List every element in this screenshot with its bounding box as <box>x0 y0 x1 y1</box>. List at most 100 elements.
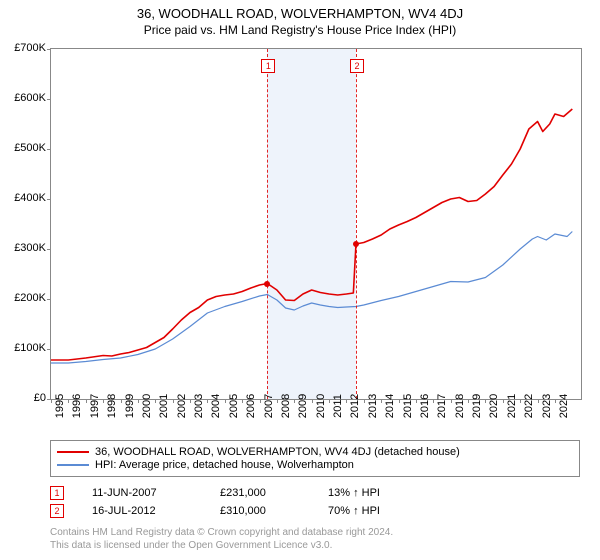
plot-area: 12 <box>50 48 582 400</box>
x-axis-label: 2001 <box>158 394 170 418</box>
copyright-line: Contains HM Land Registry data © Crown c… <box>50 526 393 539</box>
x-axis-label: 2004 <box>210 394 222 418</box>
x-tick <box>503 399 504 403</box>
x-tick <box>190 399 191 403</box>
x-tick <box>364 399 365 403</box>
event-number: 1 <box>50 486 64 500</box>
x-axis-label: 2003 <box>193 394 205 418</box>
x-axis-label: 1997 <box>89 394 101 418</box>
x-tick <box>294 399 295 403</box>
x-axis-label: 2010 <box>315 394 327 418</box>
x-tick <box>121 399 122 403</box>
y-tick <box>47 99 51 100</box>
x-tick <box>538 399 539 403</box>
y-tick <box>47 249 51 250</box>
x-tick <box>173 399 174 403</box>
x-axis-label: 2024 <box>558 394 570 418</box>
x-axis-label: 2000 <box>141 394 153 418</box>
y-tick <box>47 299 51 300</box>
x-axis-label: 2014 <box>384 394 396 418</box>
y-axis-label: £400K <box>0 192 46 204</box>
x-tick <box>520 399 521 403</box>
event-price: £310,000 <box>220 505 300 517</box>
x-tick <box>329 399 330 403</box>
x-tick <box>68 399 69 403</box>
y-tick <box>47 199 51 200</box>
x-tick <box>86 399 87 403</box>
x-tick <box>225 399 226 403</box>
event-date: 11-JUN-2007 <box>92 487 192 499</box>
event-date: 16-JUL-2012 <box>92 505 192 517</box>
copyright: Contains HM Land Registry data © Crown c… <box>50 526 393 552</box>
x-tick <box>260 399 261 403</box>
y-axis-label: £200K <box>0 292 46 304</box>
x-tick <box>451 399 452 403</box>
x-axis-label: 2022 <box>523 394 535 418</box>
legend-label: 36, WOODHALL ROAD, WOLVERHAMPTON, WV4 4D… <box>95 446 460 458</box>
x-tick <box>155 399 156 403</box>
series-line <box>51 109 572 360</box>
x-axis-label: 2002 <box>176 394 188 418</box>
y-tick <box>47 349 51 350</box>
x-tick <box>468 399 469 403</box>
y-axis-label: £700K <box>0 42 46 54</box>
y-axis-label: £100K <box>0 342 46 354</box>
legend-label: HPI: Average price, detached house, Wolv… <box>95 459 354 471</box>
y-axis-label: £300K <box>0 242 46 254</box>
x-tick <box>277 399 278 403</box>
legend-swatch <box>57 451 89 453</box>
legend-item: 36, WOODHALL ROAD, WOLVERHAMPTON, WV4 4D… <box>57 446 573 458</box>
x-tick <box>103 399 104 403</box>
event-number: 2 <box>50 504 64 518</box>
x-axis-label: 1996 <box>71 394 83 418</box>
chart-subtitle: Price paid vs. HM Land Registry's House … <box>0 21 600 41</box>
event-line <box>356 49 357 399</box>
x-axis-label: 2023 <box>541 394 553 418</box>
x-axis-label: 2013 <box>367 394 379 418</box>
legend-swatch <box>57 464 89 466</box>
x-axis-label: 2012 <box>349 394 361 418</box>
x-tick <box>381 399 382 403</box>
x-axis-label: 2005 <box>228 394 240 418</box>
y-axis-label: £500K <box>0 142 46 154</box>
event-delta: 70% ↑ HPI <box>328 505 380 517</box>
event-delta: 13% ↑ HPI <box>328 487 380 499</box>
x-tick <box>433 399 434 403</box>
chart-lines <box>51 49 581 399</box>
sale-point <box>353 241 359 247</box>
x-tick <box>207 399 208 403</box>
x-axis-label: 1999 <box>124 394 136 418</box>
x-tick <box>312 399 313 403</box>
chart-title: 36, WOODHALL ROAD, WOLVERHAMPTON, WV4 4D… <box>0 0 600 21</box>
x-axis-label: 2017 <box>436 394 448 418</box>
sale-point <box>264 281 270 287</box>
x-axis-label: 1998 <box>106 394 118 418</box>
x-axis-label: 1995 <box>54 394 66 418</box>
x-tick <box>51 399 52 403</box>
sale-events: 111-JUN-2007£231,00013% ↑ HPI216-JUL-201… <box>50 482 580 522</box>
event-marker: 2 <box>350 59 364 73</box>
x-axis-label: 2009 <box>297 394 309 418</box>
chart-container: 36, WOODHALL ROAD, WOLVERHAMPTON, WV4 4D… <box>0 0 600 560</box>
copyright-line: This data is licensed under the Open Gov… <box>50 539 393 552</box>
series-line <box>51 232 572 364</box>
event-row: 2 16-JUL-2012 £310,000 70% ↑ HPI <box>50 504 580 518</box>
x-tick <box>399 399 400 403</box>
x-tick <box>242 399 243 403</box>
x-axis-label: 2016 <box>419 394 431 418</box>
x-tick <box>416 399 417 403</box>
y-tick <box>47 149 51 150</box>
x-axis-label: 2008 <box>280 394 292 418</box>
x-tick <box>346 399 347 403</box>
x-axis-label: 2020 <box>488 394 500 418</box>
legend-item: HPI: Average price, detached house, Wolv… <box>57 459 573 471</box>
event-row: 111-JUN-2007£231,00013% ↑ HPI <box>50 486 580 500</box>
y-axis-label: £0 <box>0 392 46 404</box>
x-axis-label: 2015 <box>402 394 414 418</box>
x-tick <box>138 399 139 403</box>
event-marker: 1 <box>261 59 275 73</box>
x-axis-label: 2021 <box>506 394 518 418</box>
x-tick <box>555 399 556 403</box>
legend: 36, WOODHALL ROAD, WOLVERHAMPTON, WV4 4D… <box>50 440 580 477</box>
x-axis-label: 2018 <box>454 394 466 418</box>
